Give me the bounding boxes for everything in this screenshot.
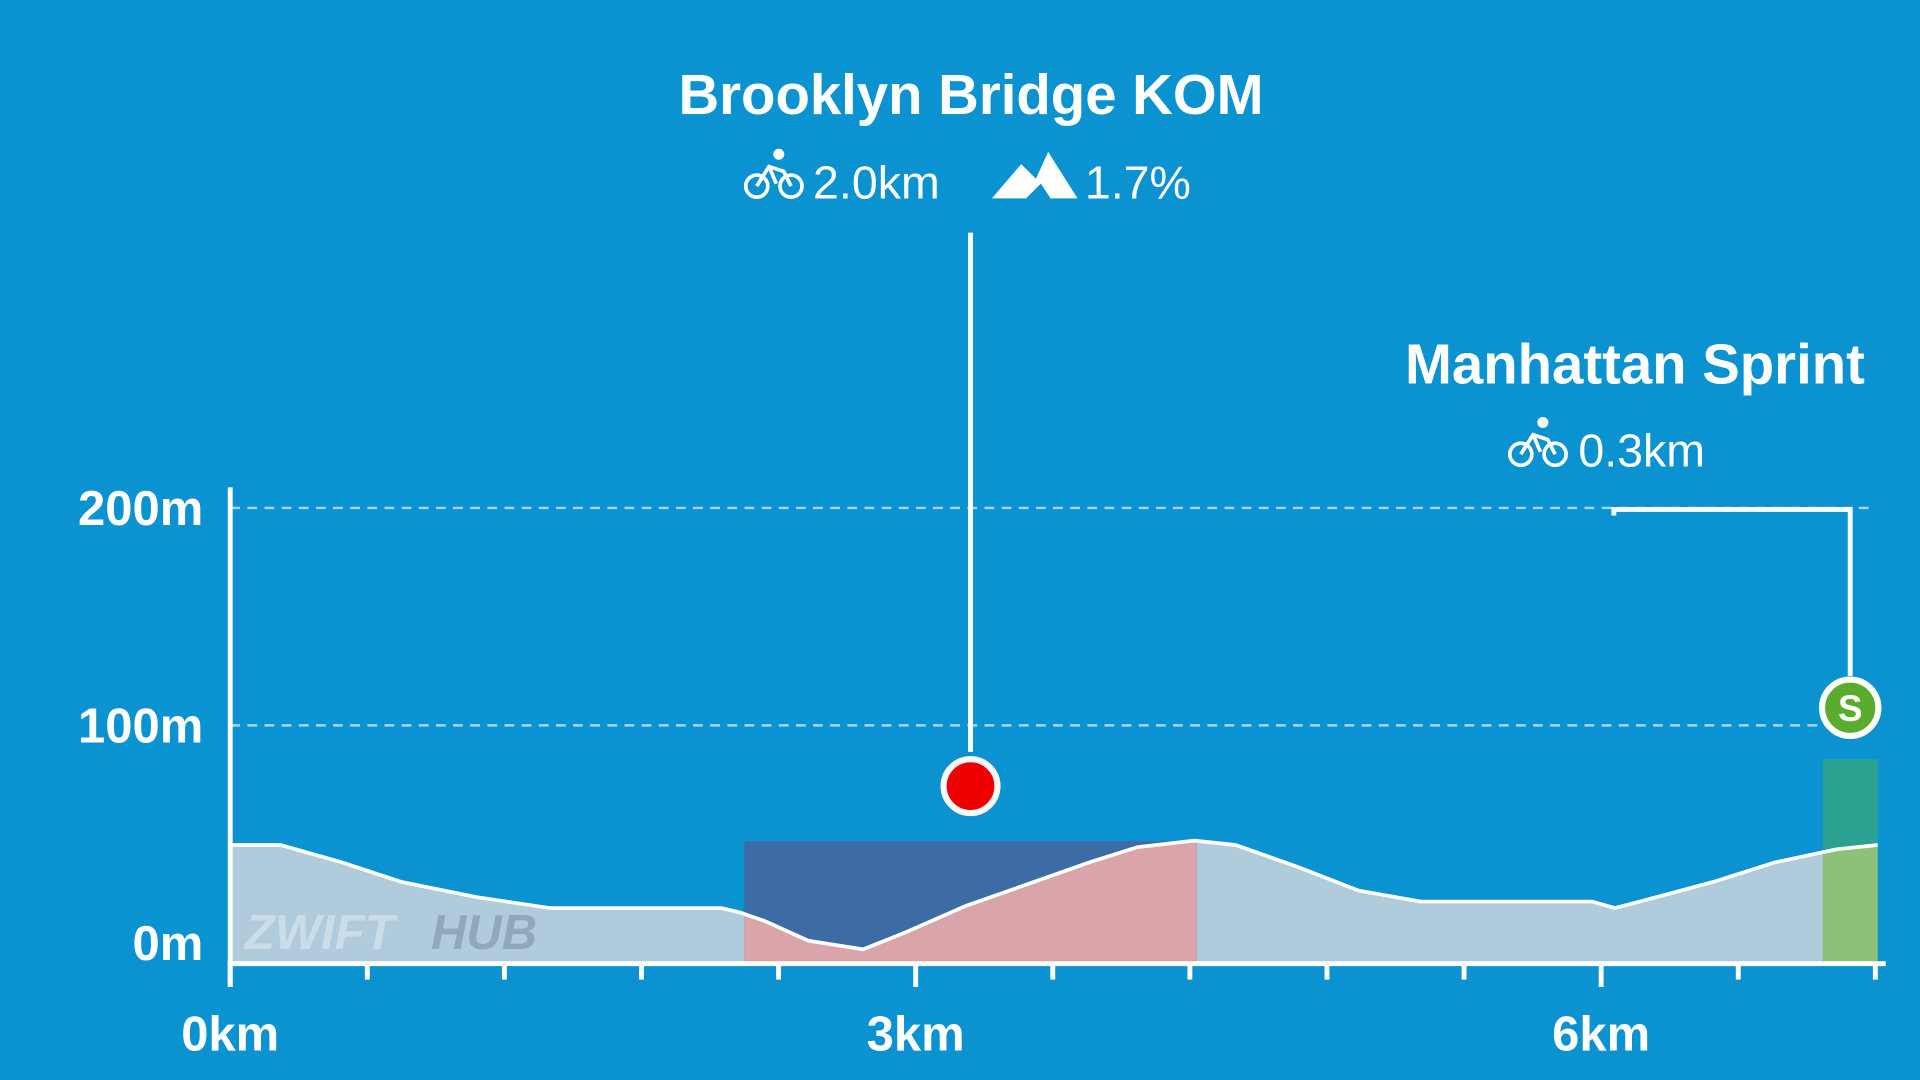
ticks: 0m 100m 200m 0km 3km 6km (78, 482, 1878, 1062)
segment-area (1822, 844, 1878, 964)
y-tick-label: 0m (132, 917, 203, 971)
sprint-title: Manhattan Sprint (1405, 332, 1865, 395)
watermark-text: HUB (431, 906, 537, 960)
sprint-length: 0.3km (1578, 425, 1705, 477)
bike-icon (1507, 416, 1568, 468)
leader-line (1611, 506, 1853, 676)
kom-grade: 1.7% (1085, 156, 1191, 208)
kom-length: 2.0km (813, 156, 940, 208)
plot (230, 759, 1878, 964)
kom-title: Brooklyn Bridge KOM (678, 63, 1263, 126)
sprint-marker (1818, 676, 1882, 739)
kom-marker (940, 756, 1001, 817)
x-tick-label: 6km (1552, 1008, 1650, 1062)
watermark: ZWIFT HUB (243, 906, 537, 960)
bike-icon (743, 148, 804, 199)
y-tick-label: 200m (78, 482, 203, 536)
y-tick-label: 100m (78, 700, 203, 754)
mountain-icon (991, 151, 1078, 199)
markers: S (940, 232, 1882, 817)
watermark-text: ZWIFT (243, 906, 399, 960)
x-tick-label: 0km (181, 1008, 279, 1062)
x-tick-label: 3km (867, 1008, 965, 1062)
sprint-badge: S (1838, 688, 1862, 729)
segment-area (744, 840, 1197, 964)
elevation-line (230, 838, 1878, 952)
